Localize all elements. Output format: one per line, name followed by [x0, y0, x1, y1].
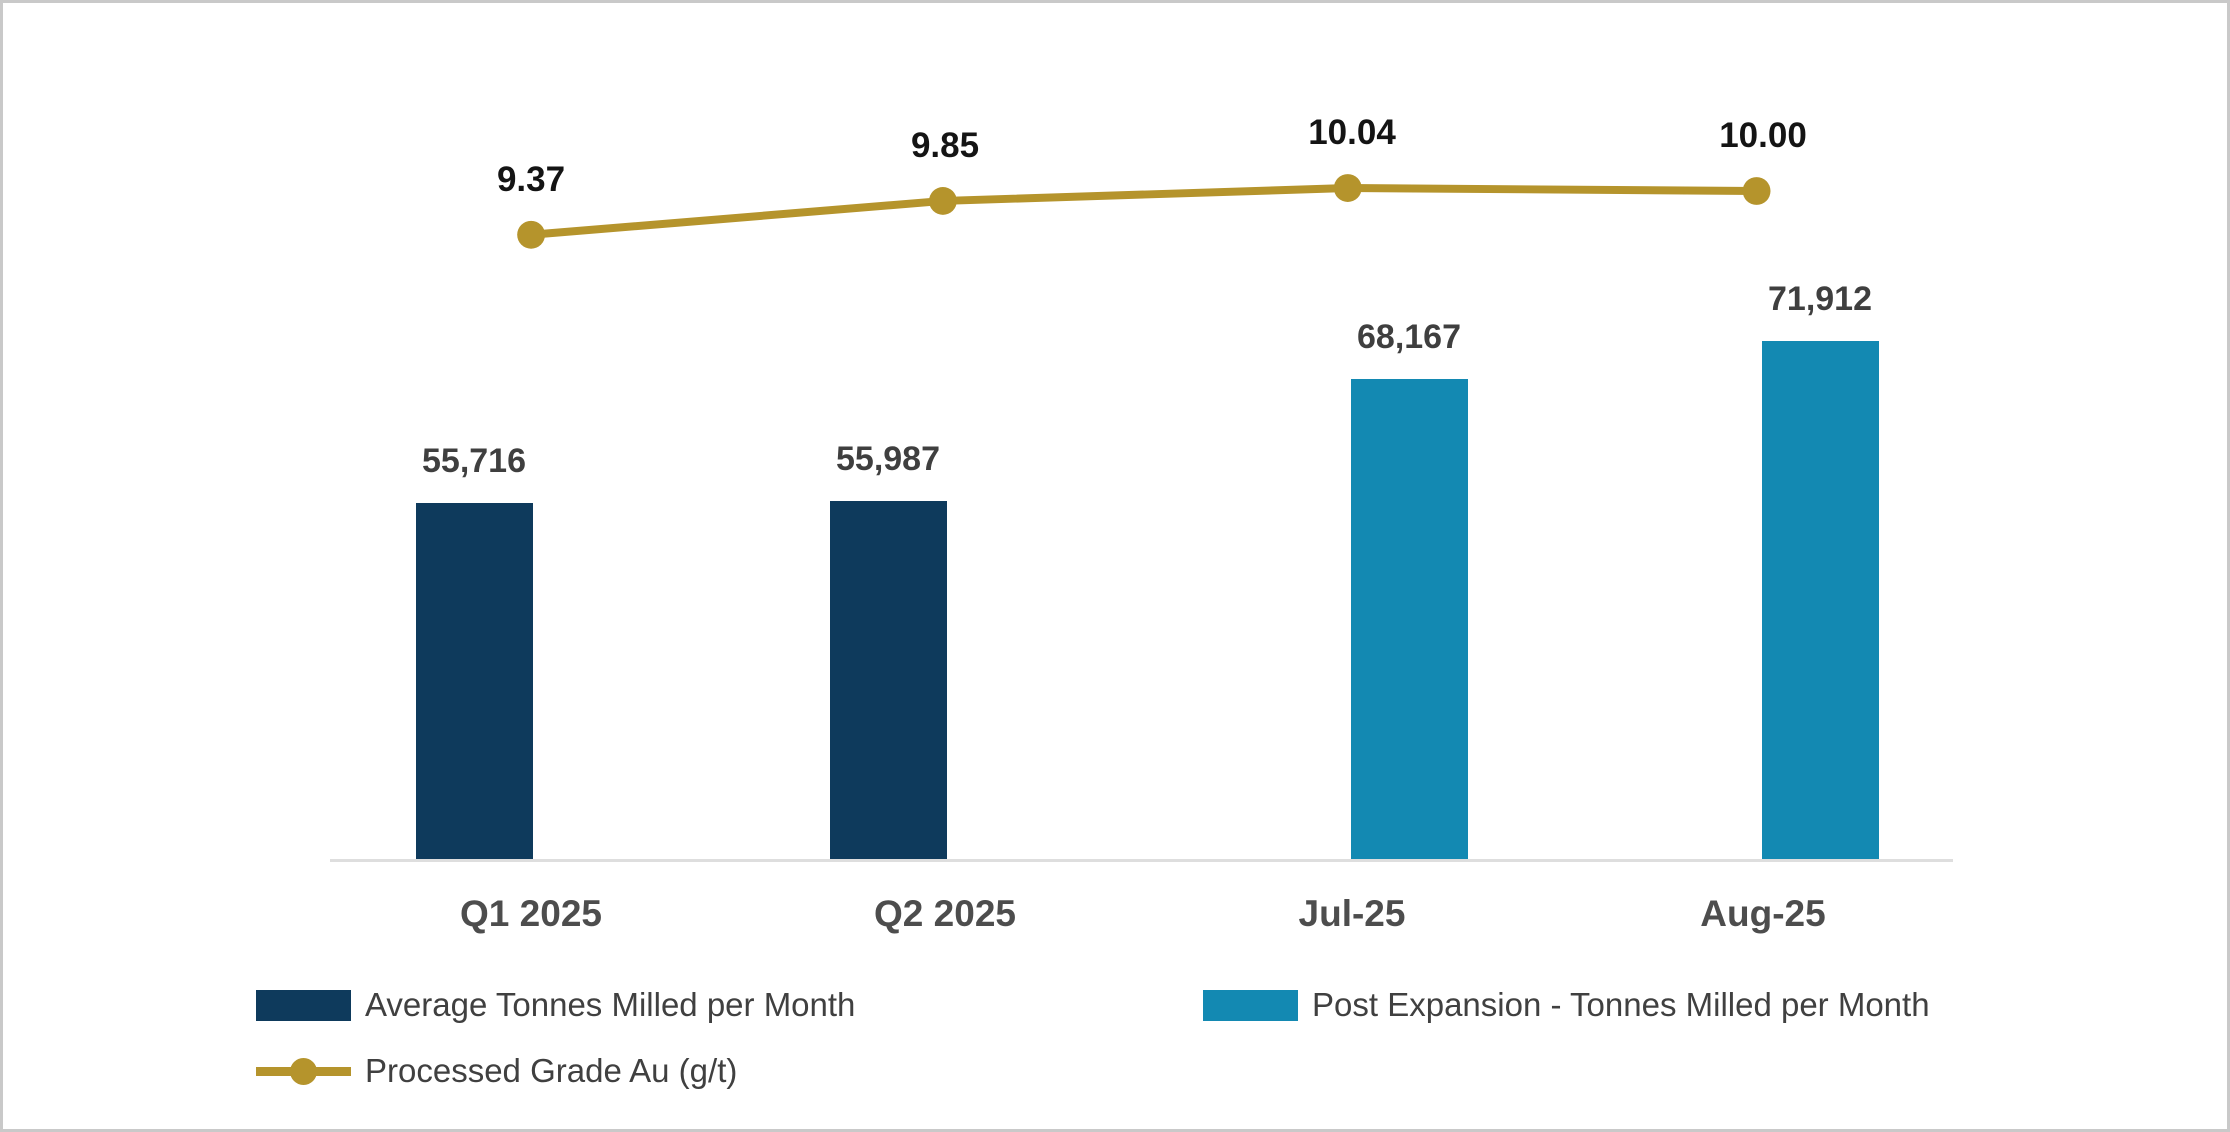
- bar-aug-25: [1761, 341, 1879, 861]
- line-point-marker: [928, 187, 957, 215]
- grade-line-series: [517, 174, 1771, 249]
- line-point-marker: [1742, 177, 1771, 205]
- line-value-label: 10.04: [1308, 113, 1396, 152]
- legend-item-average-tonnes: Average Tonnes Milled per Month: [256, 986, 855, 1024]
- grade-line: [527, 184, 1761, 239]
- category-label: Q2 2025: [874, 893, 1016, 934]
- bar-value-label: 68,167: [1357, 317, 1461, 356]
- line-value-label: 9.85: [910, 126, 980, 165]
- category-label: Q1 2025: [460, 893, 602, 934]
- bar-jul-25: [1350, 378, 1468, 861]
- legend-item-post-expansion: Post Expansion - Tonnes Milled per Month: [1203, 986, 1930, 1024]
- legend-label: Post Expansion - Tonnes Milled per Month: [1312, 986, 1930, 1023]
- line-value-label: 9.37: [496, 160, 566, 199]
- bar-value-label: 71,912: [1768, 280, 1872, 318]
- line-value-label: 10.00: [1719, 116, 1807, 155]
- legend-line-dot: [290, 1057, 317, 1085]
- x-axis-line: [330, 859, 1953, 862]
- legend-label: Processed Grade Au (g/t): [365, 1052, 738, 1089]
- bar-q1-2025: [415, 503, 533, 861]
- teal-bar-swatch-icon: [1203, 989, 1298, 1021]
- category-label: Aug-25: [1700, 893, 1826, 934]
- line-point-marker: [1333, 174, 1362, 202]
- bar-value-label: 55,987: [836, 439, 940, 478]
- navy-bar-swatch-icon: [256, 989, 351, 1021]
- bar-value-label: 55,716: [422, 442, 526, 481]
- line-point-marker: [517, 220, 546, 249]
- legend-label: Average Tonnes Milled per Month: [365, 986, 856, 1023]
- legend-item-processed-grade: Processed Grade Au (g/t): [256, 1052, 737, 1090]
- bar-q2-2025: [829, 500, 947, 861]
- gold-line-marker-icon: [256, 1056, 351, 1087]
- category-label: Jul-25: [1298, 893, 1406, 934]
